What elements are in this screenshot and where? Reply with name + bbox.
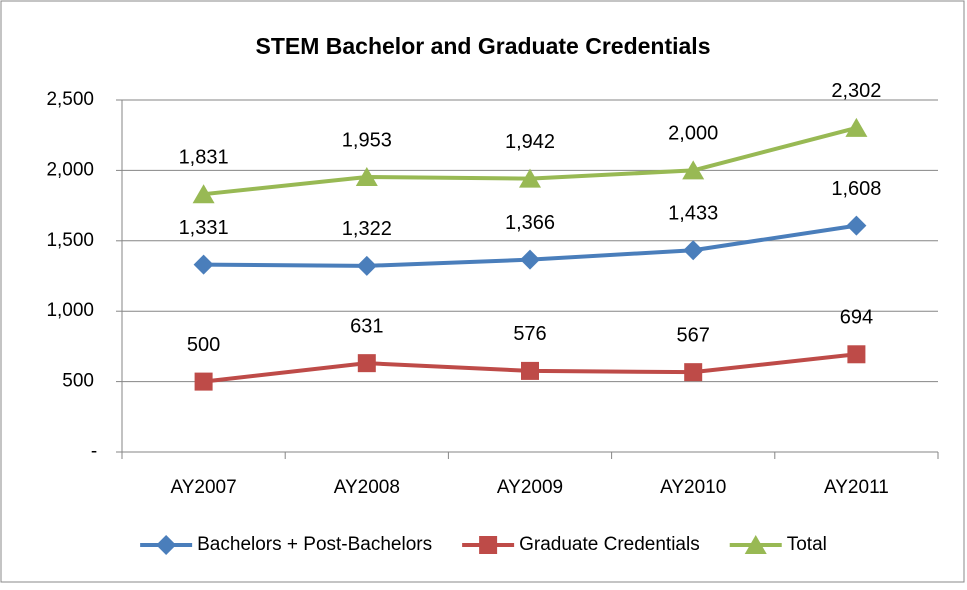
- legend-item: Bachelors + Post-Bachelors: [140, 534, 432, 555]
- y-tick-label: -: [91, 441, 97, 462]
- marker: [744, 535, 767, 554]
- data-label: 631: [350, 315, 383, 337]
- legend-label: Graduate Credentials: [519, 534, 700, 555]
- x-tick-label: AY2008: [334, 477, 400, 498]
- marker: [846, 215, 867, 236]
- data-label: 500: [187, 334, 220, 356]
- y-tick-label: 2,500: [46, 89, 94, 110]
- marker: [682, 160, 705, 180]
- data-label: 1,366: [505, 212, 555, 234]
- legend-label: Total: [787, 534, 827, 555]
- marker: [684, 363, 703, 382]
- marker: [683, 240, 704, 261]
- data-label: 1,942: [505, 131, 555, 153]
- legend-item: Graduate Credentials: [462, 534, 700, 555]
- data-label: 2,302: [831, 80, 881, 102]
- x-tick-label: AY2007: [170, 477, 236, 498]
- marker: [192, 184, 215, 204]
- marker: [355, 167, 378, 187]
- marker: [521, 361, 539, 380]
- marker: [847, 345, 866, 364]
- data-label: 1,831: [179, 146, 229, 168]
- marker: [479, 536, 498, 554]
- data-label: 1,433: [668, 203, 718, 225]
- x-tick-label: AY2009: [497, 477, 563, 498]
- marker: [193, 254, 214, 275]
- data-label: 1,608: [831, 178, 881, 200]
- marker: [156, 535, 177, 555]
- data-label: 694: [840, 307, 873, 329]
- data-label: 1,322: [342, 218, 392, 240]
- marker: [519, 168, 541, 188]
- marker: [520, 249, 540, 270]
- y-tick-label: 2,000: [46, 159, 94, 180]
- marker: [357, 354, 376, 373]
- data-label: 1,953: [342, 129, 392, 151]
- chart-title: STEM Bachelor and Graduate Credentials: [255, 33, 710, 59]
- y-tick-label: 500: [62, 371, 94, 392]
- marker: [194, 372, 213, 391]
- marker: [356, 255, 377, 276]
- x-tick-label: AY2011: [824, 477, 889, 498]
- data-label: 576: [513, 323, 546, 345]
- marker: [845, 117, 868, 137]
- y-tick-label: 1,000: [46, 300, 94, 321]
- data-label: 567: [677, 324, 710, 346]
- legend-item: Total: [729, 534, 827, 555]
- data-label: 2,000: [668, 123, 718, 145]
- data-label: 1,331: [179, 217, 229, 239]
- legend: Bachelors + Post-Bachelors Graduate Crede…: [140, 534, 827, 555]
- legend-label: Bachelors + Post-Bachelors: [197, 534, 432, 555]
- y-tick-label: 1,500: [46, 230, 94, 251]
- x-tick-label: AY2010: [660, 477, 726, 498]
